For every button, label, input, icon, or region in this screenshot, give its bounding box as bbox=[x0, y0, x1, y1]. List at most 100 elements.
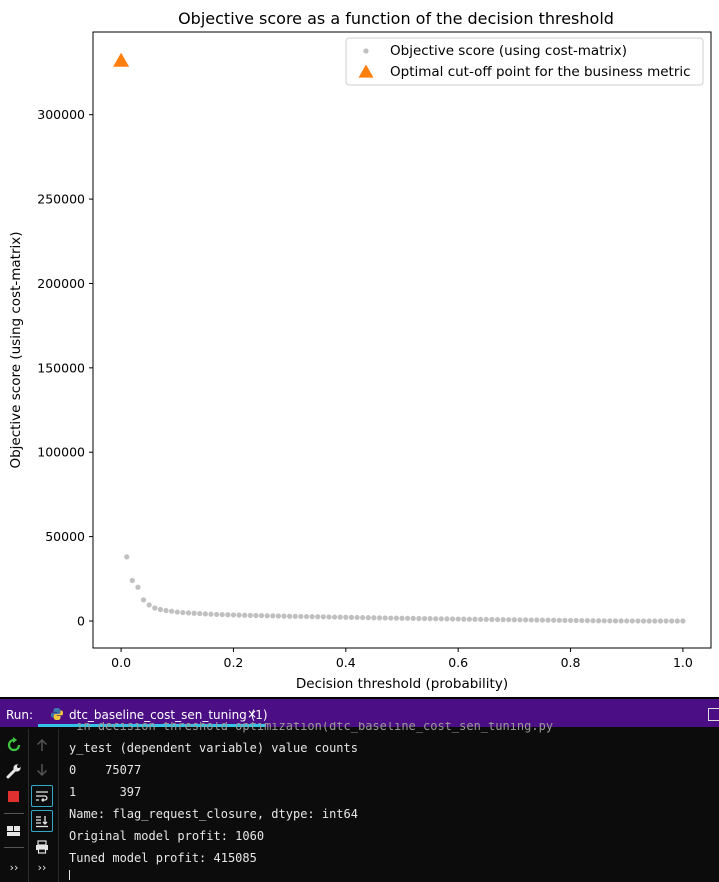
x-tick-label: 0.8 bbox=[561, 655, 581, 670]
score-point bbox=[680, 618, 686, 624]
score-point bbox=[258, 613, 265, 619]
legend-label: Optimal cut-off point for the business m… bbox=[390, 64, 691, 80]
y-tick-label: 50000 bbox=[45, 529, 85, 544]
score-point bbox=[601, 618, 607, 624]
score-point bbox=[281, 613, 287, 619]
score-point bbox=[376, 615, 383, 621]
score-point bbox=[354, 614, 360, 621]
score-point bbox=[539, 617, 546, 623]
score-point bbox=[292, 613, 298, 619]
score-point bbox=[489, 616, 495, 623]
score-point bbox=[320, 614, 326, 620]
score-point bbox=[567, 617, 574, 624]
rerun-button[interactable] bbox=[3, 734, 25, 756]
x-axis-label: Decision threshold (probability) bbox=[296, 676, 508, 692]
scroll-to-end-button[interactable] bbox=[31, 810, 53, 832]
score-point bbox=[393, 615, 399, 621]
score-point bbox=[382, 615, 388, 621]
score-point bbox=[635, 618, 641, 624]
score-point bbox=[264, 613, 270, 619]
more-icon[interactable]: ›› bbox=[37, 860, 47, 874]
x-tick-label: 0.0 bbox=[111, 655, 131, 670]
score-point bbox=[360, 614, 366, 621]
score-point bbox=[191, 610, 197, 616]
soft-wrap-icon bbox=[36, 791, 48, 802]
score-point bbox=[646, 618, 652, 624]
score-point bbox=[140, 597, 147, 603]
toolbar-divider bbox=[4, 847, 24, 848]
score-point bbox=[573, 617, 579, 624]
score-point bbox=[315, 614, 321, 620]
console-line: 0 75077 bbox=[69, 763, 142, 777]
score-point bbox=[466, 616, 473, 622]
more-icon[interactable]: ›› bbox=[9, 860, 19, 874]
scroll-to-end-icon bbox=[36, 816, 48, 828]
score-point bbox=[455, 616, 461, 622]
console-output[interactable]: in decision threshold optimization(dtc_b… bbox=[69, 722, 719, 882]
up-button[interactable] bbox=[31, 734, 53, 756]
console-line: 1 397 bbox=[69, 785, 142, 799]
score-point bbox=[365, 615, 371, 621]
run-toolbar-left: ›› bbox=[0, 729, 29, 882]
score-point bbox=[416, 615, 422, 622]
score-point bbox=[472, 616, 478, 622]
score-point bbox=[494, 616, 501, 623]
score-point bbox=[640, 618, 647, 624]
stop-icon bbox=[8, 791, 19, 802]
score-point bbox=[624, 618, 630, 624]
score-point bbox=[208, 611, 214, 617]
x-tick-label: 0.6 bbox=[448, 655, 468, 670]
score-point bbox=[287, 613, 293, 619]
score-point bbox=[421, 615, 428, 622]
down-arrow-icon bbox=[36, 764, 48, 777]
console-line: in decision threshold optimization(dtc_b… bbox=[69, 722, 554, 733]
optimal-cutoff-marker bbox=[113, 52, 130, 67]
down-button[interactable] bbox=[31, 759, 53, 781]
score-point bbox=[348, 614, 355, 620]
layout-button[interactable] bbox=[3, 820, 25, 842]
score-point bbox=[612, 618, 619, 624]
console-line: Name: flag_request_closure, dtype: int64 bbox=[69, 807, 358, 821]
score-point bbox=[152, 605, 158, 611]
score-point bbox=[556, 617, 562, 623]
panel-options-icon[interactable] bbox=[708, 708, 719, 721]
score-point bbox=[399, 615, 405, 621]
score-point bbox=[197, 610, 203, 617]
score-point bbox=[596, 618, 602, 624]
score-point bbox=[528, 617, 534, 623]
score-point bbox=[551, 617, 557, 623]
score-point bbox=[146, 602, 152, 608]
console-line: y_test (dependent variable) value counts bbox=[69, 741, 358, 755]
settings-button[interactable] bbox=[3, 760, 25, 782]
print-button[interactable] bbox=[31, 836, 53, 858]
score-point bbox=[523, 617, 529, 623]
soft-wrap-button[interactable] bbox=[31, 785, 53, 807]
score-point bbox=[506, 617, 512, 623]
toolbar-divider bbox=[4, 813, 24, 814]
score-point bbox=[517, 617, 523, 623]
y-axis-label: Objective score (using cost-matrix) bbox=[8, 231, 24, 468]
score-point bbox=[253, 612, 259, 619]
score-point bbox=[629, 618, 635, 624]
score-point bbox=[180, 609, 186, 616]
score-point bbox=[242, 612, 248, 618]
score-point bbox=[511, 617, 517, 623]
stop-button[interactable] bbox=[3, 786, 25, 808]
y-tick-label: 200000 bbox=[37, 276, 85, 291]
legend-dot-marker bbox=[363, 48, 369, 54]
score-point bbox=[371, 615, 377, 621]
score-point bbox=[214, 611, 220, 618]
legend-triangle-marker bbox=[358, 64, 374, 78]
score-point bbox=[618, 618, 624, 624]
y-tick-label: 100000 bbox=[37, 445, 85, 460]
score-point bbox=[135, 584, 141, 590]
score-point bbox=[545, 617, 551, 623]
run-config-tab[interactable]: dtc_baseline_cost_sen_tuning (1) × bbox=[38, 699, 268, 727]
score-point bbox=[185, 610, 192, 616]
y-tick-label: 150000 bbox=[37, 360, 85, 375]
score-point bbox=[500, 617, 506, 623]
legend-box bbox=[345, 37, 704, 86]
run-header: Run: dtc_baseline_cost_sen_tuning (1) × bbox=[0, 697, 719, 727]
chart-svg: Objective score as a function of the dec… bbox=[8, 9, 712, 692]
tab-close-button[interactable]: × bbox=[247, 707, 258, 721]
